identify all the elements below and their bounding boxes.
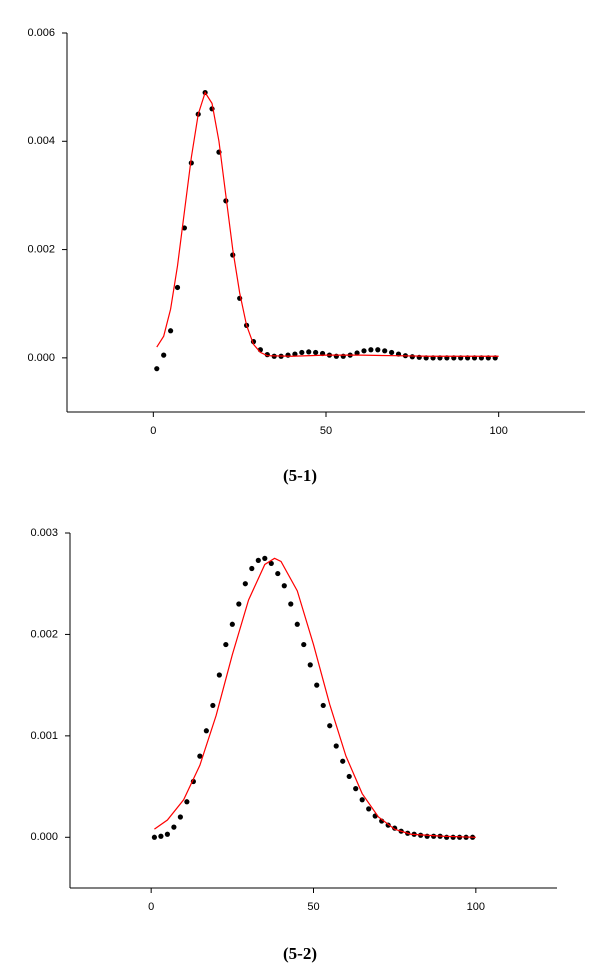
y-tick-label: 0.004 (27, 135, 55, 147)
data-point (223, 641, 229, 648)
y-tick-label: 0.001 (30, 730, 58, 742)
data-point (174, 284, 181, 291)
y-tick-label: 0.000 (27, 352, 55, 364)
data-point (424, 833, 430, 839)
y-tick-label: 0.002 (27, 243, 55, 255)
data-point (353, 786, 359, 792)
caption: (5-1) (283, 466, 317, 485)
data-point (249, 565, 255, 572)
data-point (184, 799, 190, 805)
data-point (382, 348, 388, 354)
x-tick-label: 100 (489, 425, 507, 437)
caption: (5-2) (283, 944, 317, 963)
data-point (346, 773, 352, 780)
data-point (340, 353, 346, 359)
data-point (389, 349, 395, 356)
data-point (333, 743, 339, 749)
data-point (306, 349, 312, 355)
data-point (268, 560, 274, 567)
data-point (288, 601, 294, 607)
data-point (361, 348, 367, 354)
y-tick-label: 0.000 (30, 831, 58, 843)
data-point (242, 581, 248, 587)
x-tick-label: 50 (320, 425, 332, 437)
data-point (299, 349, 305, 356)
data-point (171, 824, 177, 830)
data-point (292, 351, 298, 357)
data-point (340, 758, 346, 764)
data-point (294, 621, 300, 627)
data-point (431, 833, 437, 839)
data-point (181, 225, 188, 231)
data-point (177, 814, 183, 820)
data-point (313, 349, 319, 356)
fit-line (154, 557, 476, 838)
data-point (164, 831, 170, 837)
data-point (154, 366, 160, 372)
x-tick-label: 100 (467, 901, 485, 913)
y-tick-label: 0.006 (27, 27, 55, 39)
x-tick-label: 50 (307, 901, 319, 913)
data-point (275, 570, 281, 577)
data-point (301, 641, 307, 648)
data-point (450, 834, 456, 840)
data-point (210, 702, 216, 709)
data-point (216, 672, 222, 678)
data-point (161, 352, 167, 358)
data-point (320, 702, 326, 709)
x-tick-label: 0 (150, 425, 156, 437)
fit-line (156, 91, 499, 357)
data-point (236, 601, 242, 607)
data-point (197, 753, 203, 759)
y-tick-label: 0.002 (30, 628, 58, 640)
data-point (229, 621, 235, 627)
data-point (354, 350, 360, 356)
data-point (366, 806, 372, 812)
data-point (409, 354, 415, 360)
data-point (285, 352, 291, 358)
y-tick-label: 0.003 (30, 527, 58, 539)
data-point (314, 682, 320, 688)
data-point (255, 557, 261, 563)
data-point (327, 723, 333, 729)
data-point (168, 328, 174, 334)
data-point (375, 347, 381, 353)
data-point (151, 834, 158, 840)
data-point (333, 353, 339, 359)
data-point (307, 662, 313, 668)
data-point (281, 583, 287, 589)
x-tick-label: 0 (148, 901, 154, 913)
data-point (262, 555, 268, 561)
data-point (203, 728, 209, 734)
data-point (444, 834, 450, 840)
data-point (359, 797, 365, 803)
data-point (158, 833, 164, 839)
data-point (368, 347, 374, 353)
